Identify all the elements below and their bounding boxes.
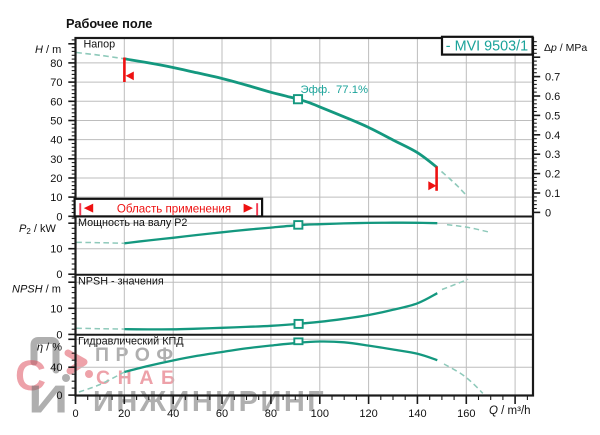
svg-text:- MVI 9503/1: - MVI 9503/1 (446, 39, 528, 55)
svg-text:10: 10 (50, 244, 62, 256)
svg-text:NPSH / m: NPSH / m (12, 284, 61, 296)
svg-text:P2 / kW: P2 / kW (19, 223, 56, 236)
svg-text:0: 0 (56, 269, 62, 281)
svg-text:120: 120 (359, 408, 377, 420)
svg-text:160: 160 (457, 408, 475, 420)
svg-text:0.2: 0.2 (545, 169, 560, 181)
svg-text:0: 0 (56, 390, 62, 402)
svg-text:0: 0 (72, 408, 78, 420)
svg-text:С: С (15, 352, 46, 400)
svg-text:40: 40 (50, 362, 62, 374)
svg-text:η / %: η / % (37, 342, 62, 354)
svg-text:140: 140 (408, 408, 426, 420)
svg-text:20: 20 (50, 173, 62, 185)
svg-text:50: 50 (50, 116, 62, 128)
svg-text:0.3: 0.3 (545, 149, 560, 161)
svg-text:СНАБ: СНАБ (96, 367, 183, 389)
svg-text:Мощность на валу P2: Мощность на валу P2 (78, 217, 187, 229)
svg-text:Напор: Напор (84, 39, 116, 51)
svg-text:0: 0 (545, 207, 551, 219)
svg-text:Q / m³/h: Q / m³/h (489, 405, 531, 417)
svg-text:ИНЖИНИРИНГ: ИНЖИНИРИНГ (93, 386, 326, 418)
svg-text:80: 80 (265, 408, 277, 420)
svg-text:70: 70 (50, 77, 62, 89)
svg-text:Область применения: Область применения (117, 202, 231, 215)
svg-text:0: 0 (56, 211, 62, 223)
svg-text:100: 100 (311, 408, 329, 420)
svg-text:20: 20 (118, 408, 130, 420)
svg-text:NPSH - значения: NPSH - значения (78, 276, 164, 288)
svg-text:ПРОФ: ПРОФ (95, 344, 180, 366)
svg-text:60: 60 (50, 96, 62, 108)
svg-text:80: 80 (50, 58, 62, 70)
svg-text:0.6: 0.6 (545, 91, 560, 103)
svg-text:0: 0 (56, 329, 62, 341)
svg-text:Гидравлический КПД: Гидравлический КПД (78, 336, 184, 348)
svg-text:30: 30 (50, 154, 62, 166)
svg-text:10: 10 (50, 192, 62, 204)
svg-text:10: 10 (50, 303, 62, 315)
svg-text:0.1: 0.1 (545, 188, 560, 200)
svg-text:40: 40 (50, 135, 62, 147)
svg-text:0.4: 0.4 (545, 130, 560, 142)
svg-text:60: 60 (216, 408, 228, 420)
svg-text:0.7: 0.7 (545, 72, 560, 84)
svg-text:0.5: 0.5 (545, 110, 560, 122)
svg-text:И: И (28, 378, 68, 421)
svg-text:40: 40 (167, 408, 179, 420)
svg-text:Δp / MPa: Δp / MPa (544, 42, 587, 54)
svg-text:Рабочее поле: Рабочее поле (66, 16, 152, 31)
svg-text:77.1%: 77.1% (336, 84, 368, 96)
svg-text:Эфф.: Эфф. (301, 84, 331, 96)
svg-text:H / m: H / m (35, 44, 61, 56)
